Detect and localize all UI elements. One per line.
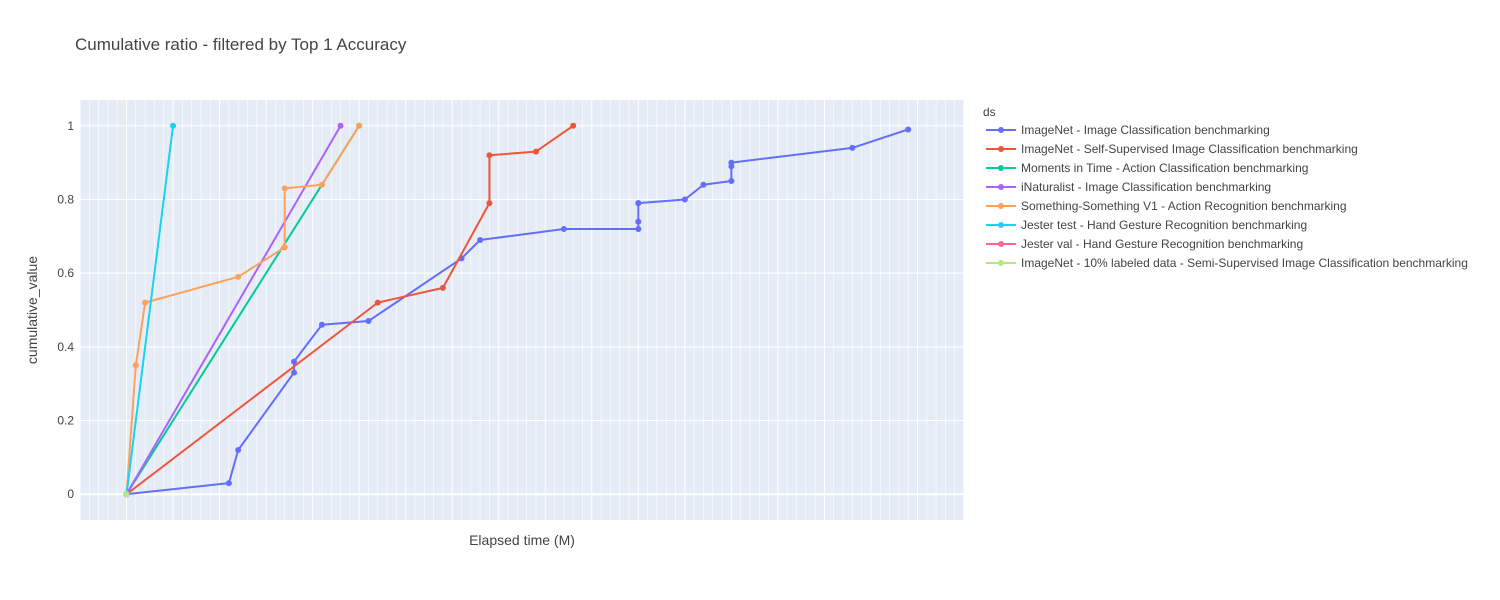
data-point[interactable] <box>281 244 288 251</box>
data-point[interactable] <box>849 144 856 151</box>
data-point[interactable] <box>356 122 363 129</box>
data-point[interactable] <box>439 284 446 291</box>
data-point[interactable] <box>681 196 688 203</box>
data-point[interactable] <box>728 178 735 185</box>
legend-label: Jester test - Hand Gesture Recognition b… <box>1021 218 1307 232</box>
legend-label: ImageNet - Image Classification benchmar… <box>1021 123 1270 137</box>
y-tick-label: 0.4 <box>57 340 74 354</box>
data-point[interactable] <box>291 358 298 365</box>
data-point[interactable] <box>281 185 288 192</box>
data-point[interactable] <box>374 299 381 306</box>
data-point[interactable] <box>170 122 177 129</box>
legend-item[interactable]: iNaturalist - Image Classification bench… <box>986 180 1271 194</box>
legend-marker-swatch <box>998 184 1004 190</box>
legend-item[interactable]: ImageNet - Image Classification benchmar… <box>986 123 1270 137</box>
data-point[interactable] <box>700 181 707 188</box>
series-7 <box>123 491 130 498</box>
legend-label: ImageNet - 10% labeled data - Semi-Super… <box>1021 256 1468 270</box>
series-1 <box>123 122 577 498</box>
legend-label: Jester val - Hand Gesture Recognition be… <box>1021 237 1303 251</box>
x-axis-title: Elapsed time (M) <box>469 532 575 548</box>
legend-marker-swatch <box>998 127 1004 133</box>
y-tick-label: 1 <box>67 119 74 133</box>
legend-title: ds <box>983 105 996 119</box>
legend-item[interactable]: Jester val - Hand Gesture Recognition be… <box>986 237 1303 251</box>
data-point[interactable] <box>486 200 493 207</box>
plot-area <box>80 100 964 520</box>
legend-marker-swatch <box>998 260 1004 266</box>
legend-item[interactable]: ImageNet - Self-Supervised Image Classif… <box>986 142 1358 156</box>
legend-marker-swatch <box>998 203 1004 209</box>
data-point[interactable] <box>532 148 539 155</box>
grid <box>79 100 965 520</box>
legend-label: Something-Something V1 - Action Recognit… <box>1021 199 1347 213</box>
legend-marker-swatch <box>998 222 1004 228</box>
y-tick-label: 0.2 <box>57 414 74 428</box>
series-line <box>125 125 361 495</box>
legend-item[interactable]: Something-Something V1 - Action Recognit… <box>986 199 1347 213</box>
data-point[interactable] <box>635 225 642 232</box>
y-tick-label: 0 <box>67 487 74 501</box>
legend-item[interactable]: ImageNet - 10% labeled data - Semi-Super… <box>986 256 1468 270</box>
data-point[interactable] <box>570 122 577 129</box>
data-point[interactable] <box>905 126 912 133</box>
data-point[interactable] <box>291 369 298 376</box>
data-point[interactable] <box>477 237 484 243</box>
data-point[interactable] <box>635 218 642 225</box>
data-point[interactable] <box>635 200 642 207</box>
legend-label: iNaturalist - Image Classification bench… <box>1021 180 1271 194</box>
data-point[interactable] <box>560 225 567 232</box>
legend-label: ImageNet - Self-Supervised Image Classif… <box>1021 142 1358 156</box>
y-axis-title: cumulative_value <box>24 256 40 364</box>
legend-item[interactable]: Jester test - Hand Gesture Recognition b… <box>986 218 1307 232</box>
data-point[interactable] <box>318 321 325 328</box>
legend-marker-swatch <box>998 146 1004 152</box>
legend-marker-swatch <box>998 241 1004 247</box>
data-point[interactable] <box>142 299 149 306</box>
data-point[interactable] <box>486 152 493 159</box>
legend-label: Moments in Time - Action Classification … <box>1021 161 1308 175</box>
legend-marker-swatch <box>998 165 1004 171</box>
data-point[interactable] <box>132 362 139 369</box>
chart-title: Cumulative ratio - filtered by Top 1 Acc… <box>75 35 407 54</box>
data-point[interactable] <box>235 273 242 280</box>
data-point[interactable] <box>365 318 372 325</box>
data-point[interactable] <box>728 159 735 166</box>
data-point[interactable] <box>123 491 130 498</box>
data-point[interactable] <box>337 122 344 129</box>
legend: ds ImageNet - Image Classification bench… <box>983 105 1468 270</box>
y-tick-label: 0.6 <box>57 266 74 280</box>
data-point[interactable] <box>235 447 242 453</box>
series-line <box>125 125 175 495</box>
y-axis-ticks: 0 0.2 0.4 0.6 0.8 1 <box>57 119 74 501</box>
legend-items: ImageNet - Image Classification benchmar… <box>986 123 1468 270</box>
legend-item[interactable]: Moments in Time - Action Classification … <box>986 161 1308 175</box>
series-layer <box>123 122 912 498</box>
y-tick-label: 0.8 <box>57 192 74 206</box>
data-point[interactable] <box>318 181 325 188</box>
data-point[interactable] <box>225 480 232 487</box>
